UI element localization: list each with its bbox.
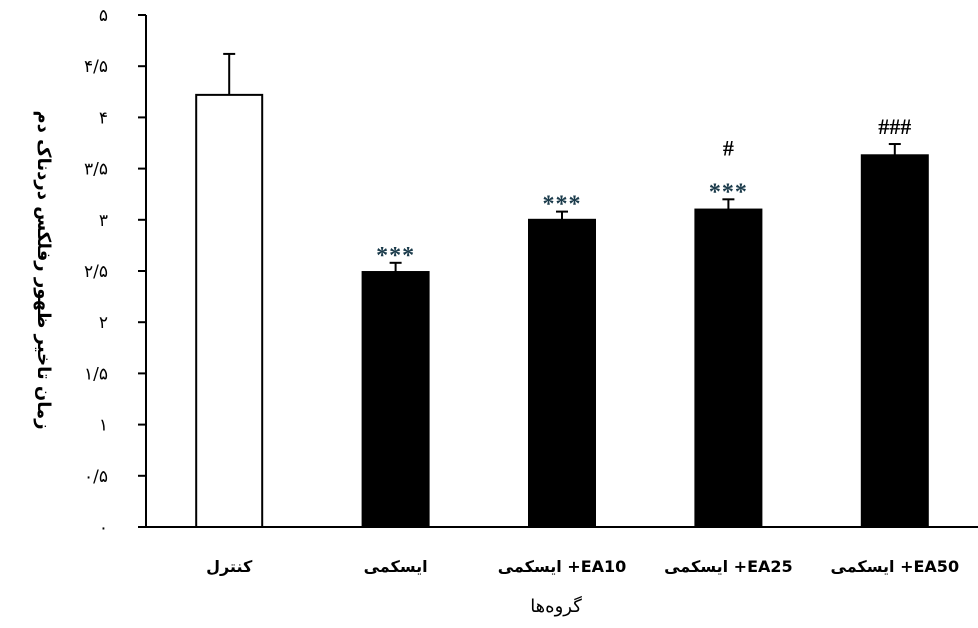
bar (694, 208, 763, 528)
x-tick-label: ایسکمی +EA25 (664, 557, 793, 576)
bar (195, 93, 264, 528)
y-tick-label: ۱ (99, 416, 108, 436)
y-tick-label: ۰ (99, 518, 108, 538)
y-axis: ۰ ۰/۵ ۱ ۱/۵ ۲ ۲/۵ ۳ ۳/۵ ۴ ۴/۵ ۵ (84, 6, 147, 538)
x-tick-label: ایسکمی (364, 557, 428, 576)
y-tick-label: ۱/۵ (84, 364, 108, 384)
significance-marker: # (723, 135, 734, 160)
y-tick-label: ۴ (99, 108, 108, 128)
significance-marker: *** (376, 243, 415, 269)
y-tick-label: ۵ (99, 6, 108, 26)
y-tick-label: ۲/۵ (84, 262, 108, 282)
y-tick-label: ۰/۵ (84, 467, 108, 487)
bar (528, 218, 596, 529)
y-tick-label: ۴/۵ (84, 57, 108, 77)
bar (361, 271, 430, 528)
x-tick-label: ایسکمی +EA50 (831, 557, 960, 576)
error-bars (223, 52, 901, 273)
y-tick-label: ۳/۵ (84, 160, 108, 180)
significance-marker: ### (878, 114, 911, 139)
category-labels: کنترل ایسکمی ایسکمی +EA10 ایسکمی +EA25 ایسکم… (206, 557, 959, 576)
significance-marker: *** (543, 192, 582, 218)
y-axis-title: زمان تاخیر ظهور رفلکس دردناک دم (33, 110, 54, 429)
y-tick-label: ۳ (99, 211, 108, 231)
bars (195, 93, 929, 529)
bar (860, 154, 929, 528)
y-tick-label: ۲ (99, 313, 108, 333)
x-tick-label: کنترل (206, 557, 253, 576)
x-tick-label: ایسکمی +EA10 (498, 557, 627, 576)
significance-marker: *** (709, 179, 748, 205)
annotations: ****** ***#### (376, 114, 911, 269)
x-axis-title: گروه‌ها (530, 595, 582, 617)
